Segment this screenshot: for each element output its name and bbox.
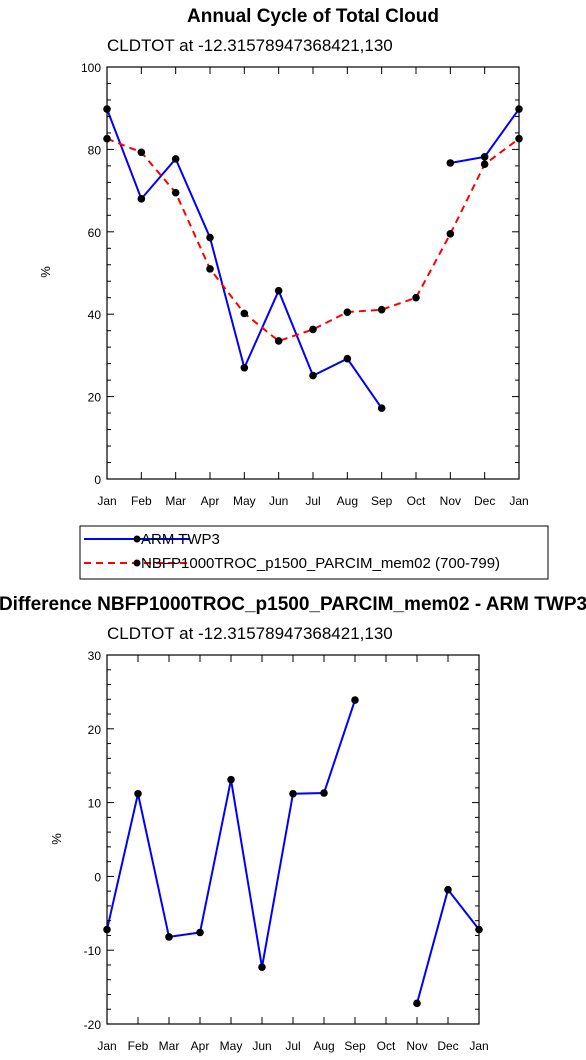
- data-point: [206, 265, 214, 273]
- legend-marker-model: [133, 559, 141, 567]
- legend-entry-arm: ARM TWP3: [141, 531, 220, 548]
- y-tick-label: -10: [84, 944, 102, 958]
- x-tick-label: Apr: [201, 494, 220, 508]
- x-tick-label: Nov: [406, 1039, 427, 1053]
- data-point: [377, 305, 386, 314]
- data-point: [134, 789, 142, 798]
- data-point: [377, 404, 386, 412]
- data-point: [196, 928, 204, 937]
- data-point: [444, 885, 452, 894]
- x-tick-label: Sep: [371, 494, 393, 508]
- data-point: [227, 775, 235, 784]
- x-tick-label: May: [220, 1039, 243, 1053]
- y-tick-label: 0: [94, 870, 101, 884]
- x-tick-label: Dec: [437, 1039, 458, 1053]
- data-point: [258, 963, 266, 971]
- y-tick-label: 100: [81, 61, 101, 75]
- x-tick-label: Jan: [509, 494, 528, 508]
- x-tick-label: Jun: [269, 494, 288, 508]
- x-tick-label: Jul: [305, 494, 320, 508]
- data-point: [171, 155, 180, 163]
- data-point: [309, 371, 317, 380]
- x-tick-label: Jan: [97, 494, 116, 508]
- chart-subtitle: CLDTOT at -12.31578947368421,130: [107, 36, 393, 55]
- x-tick-label: Aug: [337, 494, 358, 508]
- data-point: [320, 789, 328, 797]
- data-point: [289, 789, 297, 798]
- data-point: [171, 188, 180, 197]
- annual-cycle-chart: Annual Cycle of Total Cloud CLDTOT at -1…: [38, 6, 529, 508]
- data-point: [446, 159, 455, 167]
- data-point: [480, 153, 489, 161]
- legend: ARM TWP3 NBFP1000TROC_p1500_PARCIM_mem02…: [79, 525, 549, 580]
- difference-chart: Difference NBFP1000TROC_p1500_PARCIM_mem…: [0, 594, 586, 1053]
- legend-marker-arm: [133, 535, 141, 543]
- y-tick-label: 20: [88, 723, 102, 737]
- x-tick-label: Aug: [313, 1039, 334, 1053]
- x-tick-label: Dec: [474, 494, 495, 508]
- y-tick-label: 30: [88, 649, 102, 663]
- x-tick-label: Oct: [407, 494, 426, 508]
- series-line-1: [106, 137, 520, 343]
- x-tick-label: Oct: [377, 1039, 396, 1053]
- x-tick-label: Feb: [131, 494, 152, 508]
- data-point: [309, 325, 317, 334]
- x-tick-label: Nov: [440, 494, 461, 508]
- x-tick-label: May: [233, 494, 256, 508]
- data-point: [137, 195, 146, 203]
- data-point: [446, 230, 455, 238]
- data-point: [343, 354, 352, 363]
- y-tick-label: 80: [88, 143, 102, 157]
- data-point: [240, 309, 249, 318]
- x-tick-label: Jan: [469, 1039, 488, 1053]
- data-point: [274, 286, 283, 295]
- chart-title: Annual Cycle of Total Cloud: [187, 6, 439, 27]
- legend-box: [79, 525, 549, 580]
- x-tick-label: Feb: [128, 1039, 149, 1053]
- data-point: [351, 696, 359, 704]
- data-point: [206, 233, 214, 242]
- data-point: [274, 337, 283, 345]
- x-tick-label: Mar: [165, 494, 186, 508]
- x-tick-label: Mar: [159, 1039, 180, 1053]
- data-point: [413, 999, 421, 1008]
- y-tick-label: 60: [88, 226, 102, 240]
- data-point: [137, 148, 146, 157]
- x-tick-label: Jan: [97, 1039, 116, 1053]
- data-point: [165, 933, 173, 941]
- plot-frame: [106, 654, 480, 1025]
- chart-title: Difference NBFP1000TROC_p1500_PARCIM_mem…: [0, 594, 586, 615]
- x-tick-label: Jul: [285, 1039, 300, 1053]
- series-line-0: [106, 108, 383, 409]
- y-tick-label: 20: [88, 391, 102, 405]
- data-point: [480, 160, 489, 169]
- plot-frame: [106, 66, 520, 480]
- data-point: [412, 293, 420, 302]
- y-axis-label: %: [49, 833, 64, 845]
- y-tick-label: -20: [84, 1018, 102, 1032]
- data-point: [343, 308, 352, 316]
- y-axis-label: %: [38, 266, 53, 278]
- series-line-0: [416, 887, 480, 1004]
- legend-entry-model: NBFP1000TROC_p1500_PARCIM_mem02 (700-799…: [141, 555, 500, 572]
- chart-subtitle: CLDTOT at -12.31578947368421,130: [107, 624, 393, 643]
- y-tick-label: 40: [88, 308, 102, 322]
- series-line-0: [106, 699, 356, 968]
- x-tick-label: Sep: [344, 1039, 366, 1053]
- x-tick-label: Jun: [252, 1039, 271, 1053]
- data-point: [240, 363, 249, 372]
- y-tick-label: 10: [88, 797, 102, 811]
- x-tick-label: Apr: [191, 1039, 210, 1053]
- y-tick-label: 0: [94, 473, 101, 487]
